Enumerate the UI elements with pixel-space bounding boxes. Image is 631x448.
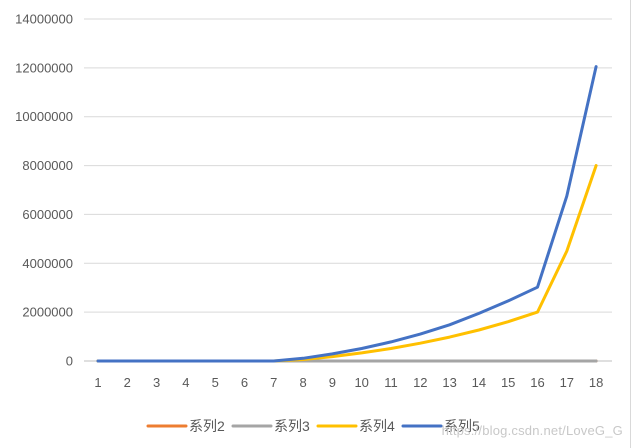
x-tick-label: 1 — [94, 375, 101, 390]
y-tick-label: 14000000 — [15, 12, 73, 27]
x-tick-label: 4 — [182, 375, 189, 390]
x-tick-label: 13 — [442, 375, 456, 390]
x-tick-label: 14 — [472, 375, 486, 390]
y-tick-label: 2000000 — [22, 305, 73, 320]
y-tick-label: 4000000 — [22, 256, 73, 271]
x-tick-label: 7 — [270, 375, 277, 390]
y-tick-label: 12000000 — [15, 60, 73, 75]
y-axis-ticks: 0 2000000 4000000 6000000 8000000 10000000 120… — [15, 12, 73, 369]
y-tick-label: 0 — [66, 354, 73, 369]
legend-label: 系列5 — [444, 418, 480, 434]
x-tick-label: 8 — [299, 375, 306, 390]
x-tick-label: 2 — [124, 375, 131, 390]
x-tick-label: 18 — [589, 375, 603, 390]
x-tick-label: 12 — [413, 375, 427, 390]
legend-label: 系列4 — [359, 418, 395, 434]
y-tick-label: 6000000 — [22, 207, 73, 222]
x-tick-label: 5 — [212, 375, 219, 390]
x-tick-label: 6 — [241, 375, 248, 390]
x-tick-label: 10 — [354, 375, 368, 390]
legend-label: 系列2 — [189, 418, 225, 434]
x-tick-label: 15 — [501, 375, 515, 390]
grid-lines — [84, 18, 612, 362]
x-tick-label: 16 — [530, 375, 544, 390]
series-lines — [96, 65, 598, 363]
x-tick-label: 9 — [329, 375, 336, 390]
y-tick-label: 8000000 — [22, 158, 73, 173]
legend: 系列2 系列3 系列4 系列5 — [146, 418, 480, 434]
x-axis-ticks: 1 2 3 4 5 6 7 8 9 10 11 12 13 14 15 16 17 18 — [94, 375, 603, 390]
legend-label: 系列3 — [274, 418, 310, 434]
watermark-text: https://blog.csdn.net/LoveG_G — [441, 423, 623, 438]
series-line-系列5 — [96, 65, 598, 363]
x-tick-label: 17 — [560, 375, 574, 390]
x-tick-label: 11 — [384, 375, 398, 390]
x-tick-label: 3 — [153, 375, 160, 390]
y-tick-label: 10000000 — [15, 109, 73, 124]
